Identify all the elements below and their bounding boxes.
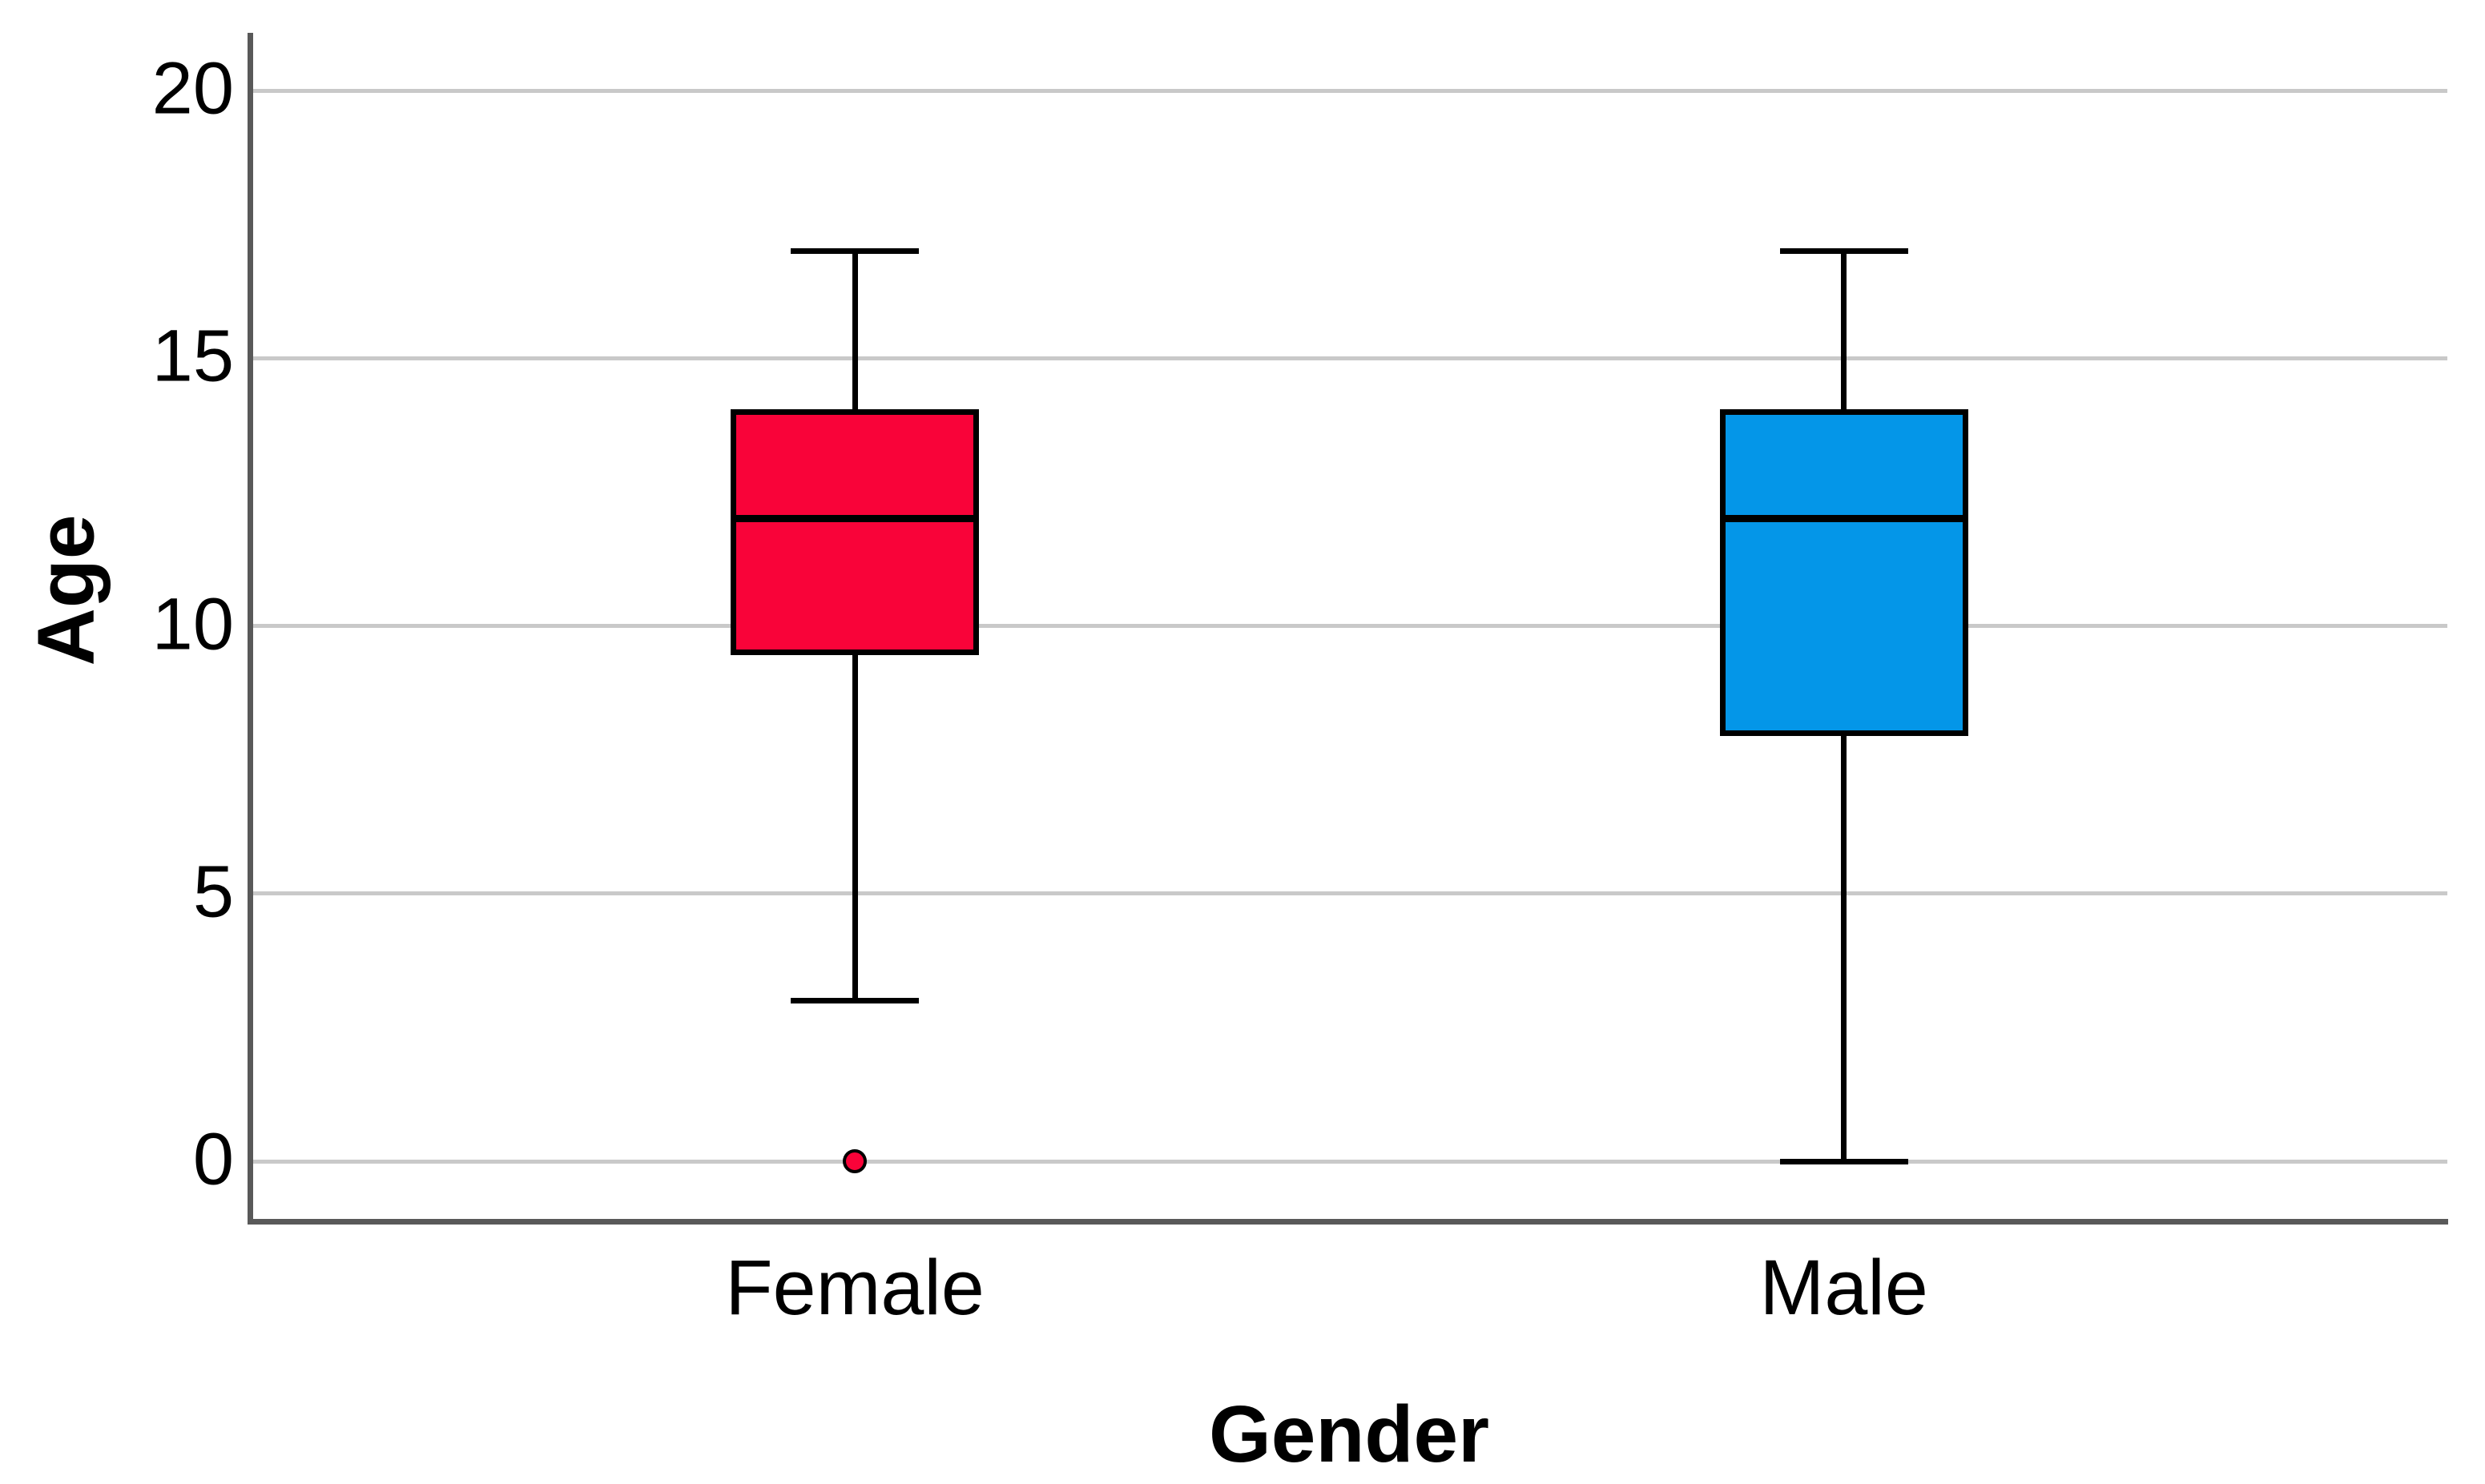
whisker-lower-line [1841,733,1847,1161]
y-tick-label-5: 5 [192,851,234,933]
x-axis-title: Gender [1208,1389,1490,1479]
whisker-upper-line [852,251,858,412]
median-line [731,515,980,523]
y-tick-label-15: 15 [151,315,234,397]
whisker-lower-line [852,652,858,1001]
y-tick-label-0: 0 [192,1118,234,1200]
y-axis-line [247,33,253,1225]
whisker-upper-line [1841,251,1847,412]
gridline-15 [250,356,2447,360]
iqr-box [1719,408,1968,736]
category-label-female: Female [725,1244,985,1331]
y-tick-label-10: 10 [151,582,234,665]
outlier-point [843,1149,868,1173]
category-label-male: Male [1759,1244,1928,1331]
whisker-cap-lower [1779,1158,1908,1164]
whisker-cap-lower [791,997,920,1003]
y-axis-title: Age [21,514,111,666]
whisker-cap-upper [1779,248,1908,255]
gridline-20 [250,88,2447,93]
iqr-box [731,408,980,656]
median-line [1719,515,1968,523]
y-tick-label-20: 20 [151,47,234,130]
x-axis-line [247,1218,2448,1225]
gridline-5 [250,891,2447,896]
gridline-10 [250,624,2447,628]
whisker-cap-upper [791,248,920,255]
gridline-0 [250,1159,2447,1164]
